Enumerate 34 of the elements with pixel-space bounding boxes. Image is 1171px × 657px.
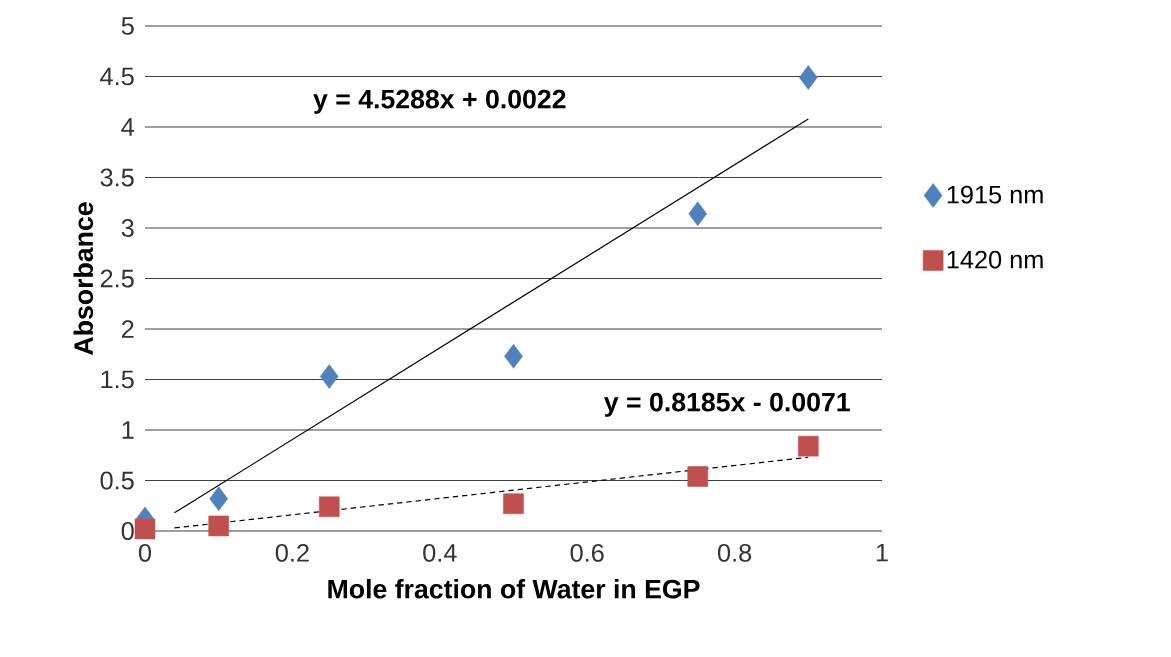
point: [503, 493, 524, 514]
x-tick-label: 0.2: [275, 543, 309, 562]
y-tick-label: 1: [122, 421, 134, 439]
y-tick-label: 2.5: [100, 269, 134, 288]
point: [318, 496, 340, 518]
annotation: y = 0.8185x - 0.0071: [604, 392, 850, 417]
point: [208, 515, 229, 537]
point: [687, 466, 709, 487]
point: [688, 201, 708, 227]
y-tick-label: 5: [121, 17, 134, 35]
x-tick-label: 1: [876, 543, 888, 562]
x-tick-label: 0.6: [570, 543, 604, 562]
y-tick-label: 4.5: [100, 67, 134, 86]
x-tick-label: 0.4: [423, 543, 457, 562]
y-axis-title: Absorbance: [73, 202, 94, 355]
point: [799, 65, 818, 90]
point: [798, 435, 819, 457]
y-tick-label: 0: [121, 522, 134, 540]
annotation: y = 4.5288x + 0.0022: [313, 89, 566, 114]
point: [209, 486, 228, 511]
y-tick-label: 1.5: [101, 370, 134, 389]
y-tick-label: 0.5: [100, 471, 134, 490]
y-tick-label: 3: [121, 219, 134, 237]
legend-label: 1915 nm: [947, 185, 1043, 204]
point: [319, 364, 339, 389]
y-tick-label: 2: [121, 320, 134, 338]
y-tick-label: 3.5: [100, 168, 134, 187]
x-tick-label: 0: [138, 543, 152, 562]
point: [504, 344, 523, 369]
point: [134, 518, 156, 540]
x-axis-title: Mole fraction of Water in EGP: [328, 578, 700, 599]
legend-label: 1420 nm: [947, 250, 1043, 269]
x-tick-label: 0.8: [717, 543, 752, 562]
y-tick-label: 4: [121, 118, 135, 136]
